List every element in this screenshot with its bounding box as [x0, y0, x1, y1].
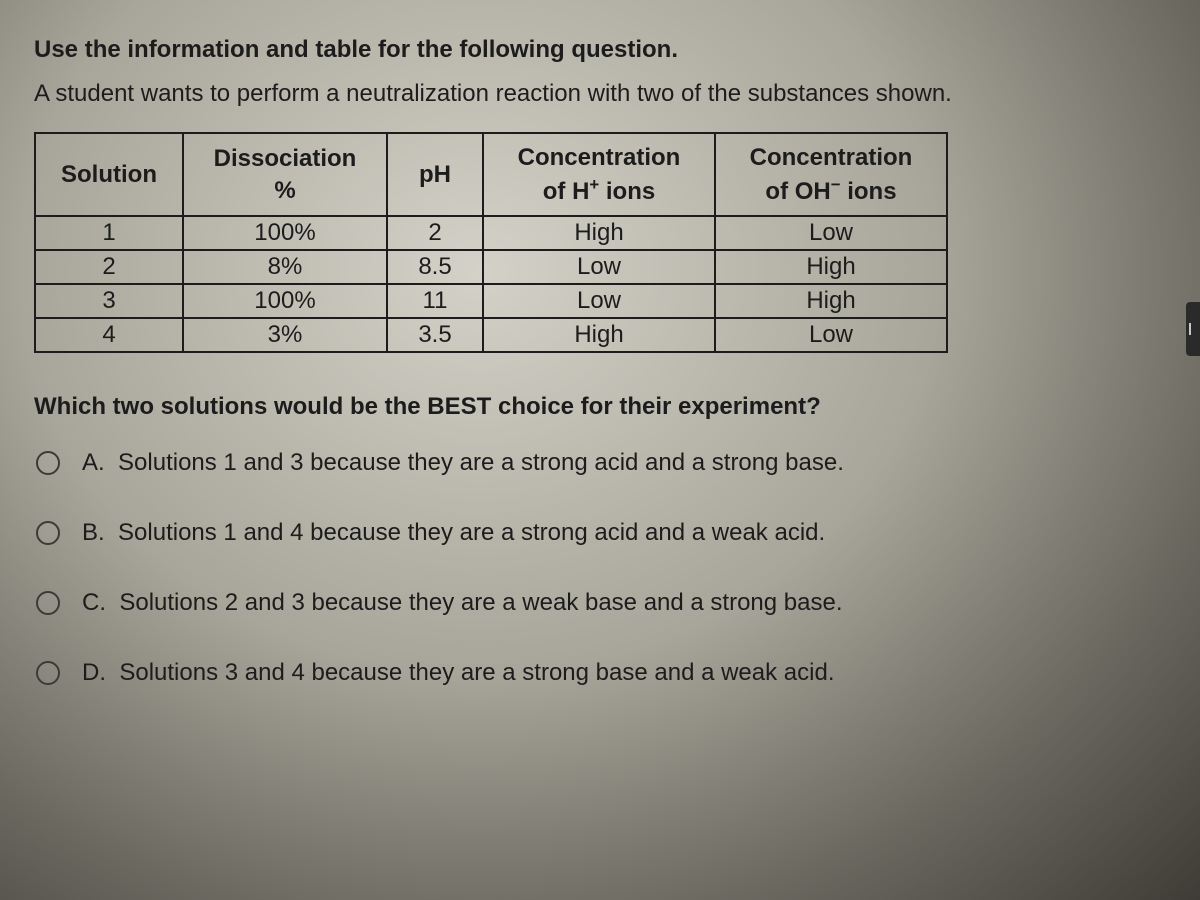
cell-oh: Low — [715, 318, 947, 352]
table-row: 3 100% 11 Low High — [35, 284, 947, 318]
col-dissociation: Dissociation % — [183, 133, 387, 215]
option-letter: A. — [82, 449, 105, 476]
option-label: C. Solutions 2 and 3 because they are a … — [82, 589, 843, 617]
option-text: Solutions 3 and 4 because they are a str… — [119, 659, 834, 686]
cell-solution: 1 — [35, 216, 183, 250]
option-text: Solutions 2 and 3 because they are a wea… — [119, 589, 842, 616]
option-b[interactable]: B. Solutions 1 and 4 because they are a … — [36, 519, 1170, 547]
cell-ph: 11 — [387, 284, 483, 318]
col-oh-l2-post: ions — [841, 178, 897, 205]
col-h-l1: Concentration — [518, 144, 681, 171]
cell-solution: 4 — [35, 318, 183, 352]
cell-oh: Low — [715, 216, 947, 250]
table-header-row: Solution Dissociation % pH Concentration… — [35, 133, 947, 215]
radio-icon[interactable] — [36, 451, 60, 475]
col-dissociation-l1: Dissociation — [214, 145, 357, 172]
cell-dissociation: 100% — [183, 284, 387, 318]
question-page: Use the information and table for the fo… — [0, 0, 1200, 687]
col-solution: Solution — [35, 133, 183, 215]
cell-oh: High — [715, 250, 947, 284]
radio-icon[interactable] — [36, 521, 60, 545]
col-h-l2-sup: + — [589, 175, 599, 194]
radio-icon[interactable] — [36, 661, 60, 685]
cell-ph: 2 — [387, 216, 483, 250]
option-label: A. Solutions 1 and 3 because they are a … — [82, 449, 844, 477]
option-label: B. Solutions 1 and 4 because they are a … — [82, 519, 825, 547]
col-oh-ions: Concentration of OH− ions — [715, 133, 947, 215]
option-text: Solutions 1 and 4 because they are a str… — [118, 519, 825, 546]
options-group: A. Solutions 1 and 3 because they are a … — [34, 449, 1170, 687]
cell-dissociation: 100% — [183, 216, 387, 250]
option-label: D. Solutions 3 and 4 because they are a … — [82, 659, 835, 687]
option-letter: C. — [82, 589, 106, 616]
cell-h: Low — [483, 284, 715, 318]
scenario-text: A student wants to perform a neutralizat… — [34, 78, 1170, 110]
cell-h: High — [483, 216, 715, 250]
col-ph: pH — [387, 133, 483, 215]
data-table: Solution Dissociation % pH Concentration… — [34, 132, 948, 352]
cell-solution: 3 — [35, 284, 183, 318]
option-letter: D. — [82, 659, 106, 686]
cell-h: Low — [483, 250, 715, 284]
cell-dissociation: 8% — [183, 250, 387, 284]
cell-oh: High — [715, 284, 947, 318]
option-a[interactable]: A. Solutions 1 and 3 because they are a … — [36, 449, 1170, 477]
side-tab-icon — [1189, 323, 1197, 335]
col-oh-l1: Concentration — [750, 144, 913, 171]
col-h-l2-pre: of H — [543, 178, 590, 205]
side-tab[interactable] — [1186, 302, 1200, 356]
cell-solution: 2 — [35, 250, 183, 284]
cell-ph: 8.5 — [387, 250, 483, 284]
option-letter: B. — [82, 519, 105, 546]
cell-dissociation: 3% — [183, 318, 387, 352]
cell-ph: 3.5 — [387, 318, 483, 352]
instruction-heading: Use the information and table for the fo… — [34, 36, 1170, 64]
table-row: 1 100% 2 High Low — [35, 216, 947, 250]
cell-h: High — [483, 318, 715, 352]
col-h-ions: Concentration of H+ ions — [483, 133, 715, 215]
col-h-l2-post: ions — [599, 178, 655, 205]
option-c[interactable]: C. Solutions 2 and 3 because they are a … — [36, 589, 1170, 617]
table-row: 2 8% 8.5 Low High — [35, 250, 947, 284]
col-dissociation-l2: % — [274, 177, 295, 204]
option-text: Solutions 1 and 3 because they are a str… — [118, 449, 844, 476]
question-text: Which two solutions would be the BEST ch… — [34, 393, 1170, 421]
option-d[interactable]: D. Solutions 3 and 4 because they are a … — [36, 659, 1170, 687]
col-oh-l2-pre: of OH — [765, 178, 830, 205]
col-oh-l2-sup: − — [831, 175, 841, 194]
radio-icon[interactable] — [36, 591, 60, 615]
table-row: 4 3% 3.5 High Low — [35, 318, 947, 352]
